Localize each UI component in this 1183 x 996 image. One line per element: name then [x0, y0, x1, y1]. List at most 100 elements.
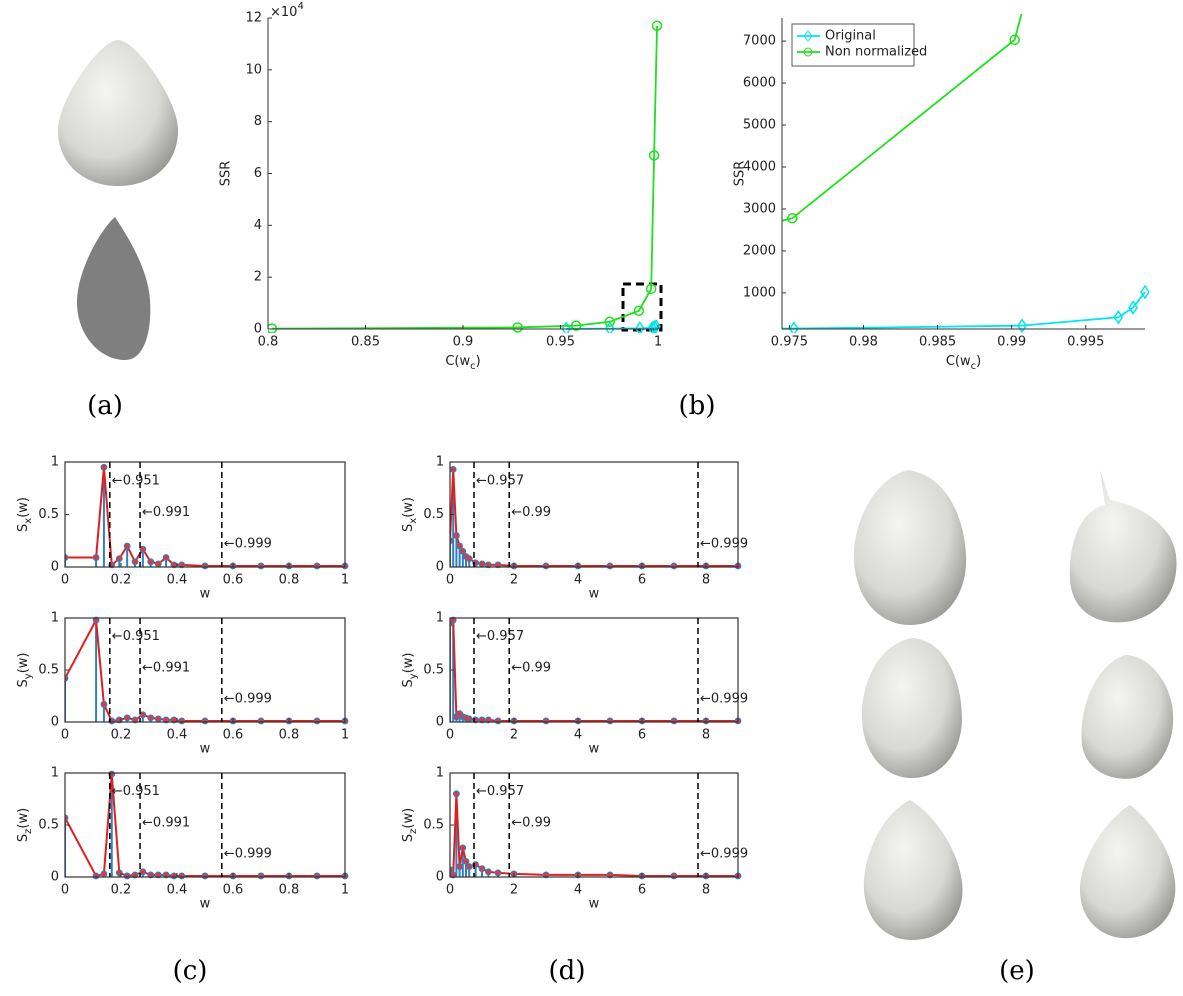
y-tick-label: 0	[436, 870, 444, 885]
threshold-label: ←0.999	[224, 847, 272, 862]
x-tick-label: 0.2	[111, 728, 132, 743]
spectrum-line	[65, 620, 345, 721]
y-tick-label: 6000	[743, 76, 776, 91]
y-tick-label: 4000	[743, 159, 776, 174]
axis-label-part: S	[16, 679, 31, 687]
axis-label-part: S	[16, 524, 31, 532]
stem-marker	[179, 718, 185, 724]
stem-marker	[101, 702, 107, 708]
axis-label: w	[200, 897, 211, 912]
x-tick-label: 0.6	[223, 573, 244, 588]
stem-marker	[101, 871, 107, 877]
y-tick-label: 5000	[743, 118, 776, 133]
x-tick-label: 0.4	[167, 883, 188, 898]
stem-marker	[124, 715, 130, 721]
threshold-label: ←0.99	[511, 660, 551, 675]
stem-marker	[140, 712, 146, 718]
x-tick-label: 0.8	[279, 883, 300, 898]
x-tick-label: 0.6	[223, 728, 244, 743]
y-tick-label: 0	[436, 560, 444, 575]
threshold-label: ←0.991	[142, 505, 190, 520]
stem-marker	[132, 559, 138, 565]
y-tick-label: 1	[436, 766, 444, 781]
plot-area	[0, 0, 1157, 338]
x-tick-label: 1	[654, 335, 662, 350]
x-tick-label: 6	[638, 728, 646, 743]
x-tick-label: 0	[446, 883, 454, 898]
threshold-label: ←0.991	[142, 660, 190, 675]
axis-label: Sz(w)	[16, 808, 35, 842]
x-tick-label: 2	[510, 728, 518, 743]
axes-frame	[65, 618, 345, 722]
axis-label-part: (w)	[401, 497, 416, 518]
axis-label: Sz(w)	[401, 808, 420, 842]
x-tick-label: 0	[446, 573, 454, 588]
x-tick-label: 0.995	[1067, 335, 1104, 350]
axis-label-part: (w)	[401, 808, 416, 829]
stem-marker	[163, 555, 169, 561]
plot-area	[62, 464, 348, 568]
threshold-label: ←0.999	[700, 536, 748, 551]
x-tick-label: 0.985	[919, 335, 956, 350]
stem-marker	[495, 870, 501, 876]
axis-label: Sy(w)	[401, 653, 420, 688]
x-tick-label: 2	[510, 573, 518, 588]
stem-marker	[124, 543, 130, 549]
shape-3d	[864, 800, 963, 940]
stem-marker	[140, 869, 146, 875]
axis-label-part: (w)	[401, 653, 416, 674]
y-tick-label: 0.5	[38, 507, 59, 522]
series-line	[0, 0, 1152, 329]
stem-marker	[486, 869, 492, 875]
shape-3d	[862, 638, 962, 778]
axis-label-part: S	[16, 834, 31, 842]
plot-area	[267, 21, 661, 335]
y-tick-label: 0.5	[38, 663, 59, 678]
axis-label: w	[589, 897, 600, 912]
threshold-label: ←0.951	[112, 629, 160, 644]
threshold-label: ←0.991	[142, 815, 190, 830]
plot-area	[62, 617, 348, 723]
stem-marker	[117, 556, 123, 562]
axis-label-part: S	[401, 679, 416, 687]
spectrum-line	[65, 774, 345, 876]
stem-marker	[314, 563, 320, 569]
stem-marker	[671, 873, 677, 879]
stem-marker	[466, 716, 472, 722]
legend-label: Non normalized	[825, 45, 927, 60]
threshold-label: ←0.99	[511, 815, 551, 830]
axis-label-part: 4	[297, 1, 303, 12]
stem-marker	[460, 845, 466, 851]
marker	[533, 276, 542, 285]
legend-label: Original	[825, 29, 876, 44]
y-tick-label: 6	[254, 166, 262, 181]
threshold-label: ←0.957	[476, 784, 524, 799]
spectrum-line	[450, 794, 738, 876]
stem-marker	[466, 864, 472, 870]
stem-marker	[454, 791, 460, 797]
x-tick-label: 1	[341, 573, 349, 588]
stem-marker	[457, 864, 463, 870]
y-tick-label: 1	[436, 611, 444, 626]
plot-area	[447, 791, 741, 879]
shape-3d	[1070, 470, 1177, 622]
panel-label: (d)	[549, 956, 586, 986]
stem-marker	[258, 873, 264, 879]
axis-label-part: S	[401, 524, 416, 532]
axis-label-part: (w)	[16, 808, 31, 829]
y-tick-label: 0	[51, 870, 59, 885]
x-tick-label: 4	[574, 883, 582, 898]
x-tick-label: 4	[574, 728, 582, 743]
y-tick-label: 0.5	[38, 818, 59, 833]
axis-label-part: ×10	[270, 5, 297, 20]
stem-marker	[155, 716, 161, 722]
y-tick-label: 1	[436, 455, 444, 470]
stem-marker	[495, 718, 501, 724]
x-tick-label: 8	[702, 728, 710, 743]
threshold-label: ←0.999	[700, 847, 748, 862]
panel-label: (a)	[87, 391, 123, 421]
shape-3d	[58, 40, 178, 186]
axis-label: w	[200, 742, 211, 757]
threshold-label: ←0.999	[224, 536, 272, 551]
panel-label: (c)	[173, 956, 208, 986]
